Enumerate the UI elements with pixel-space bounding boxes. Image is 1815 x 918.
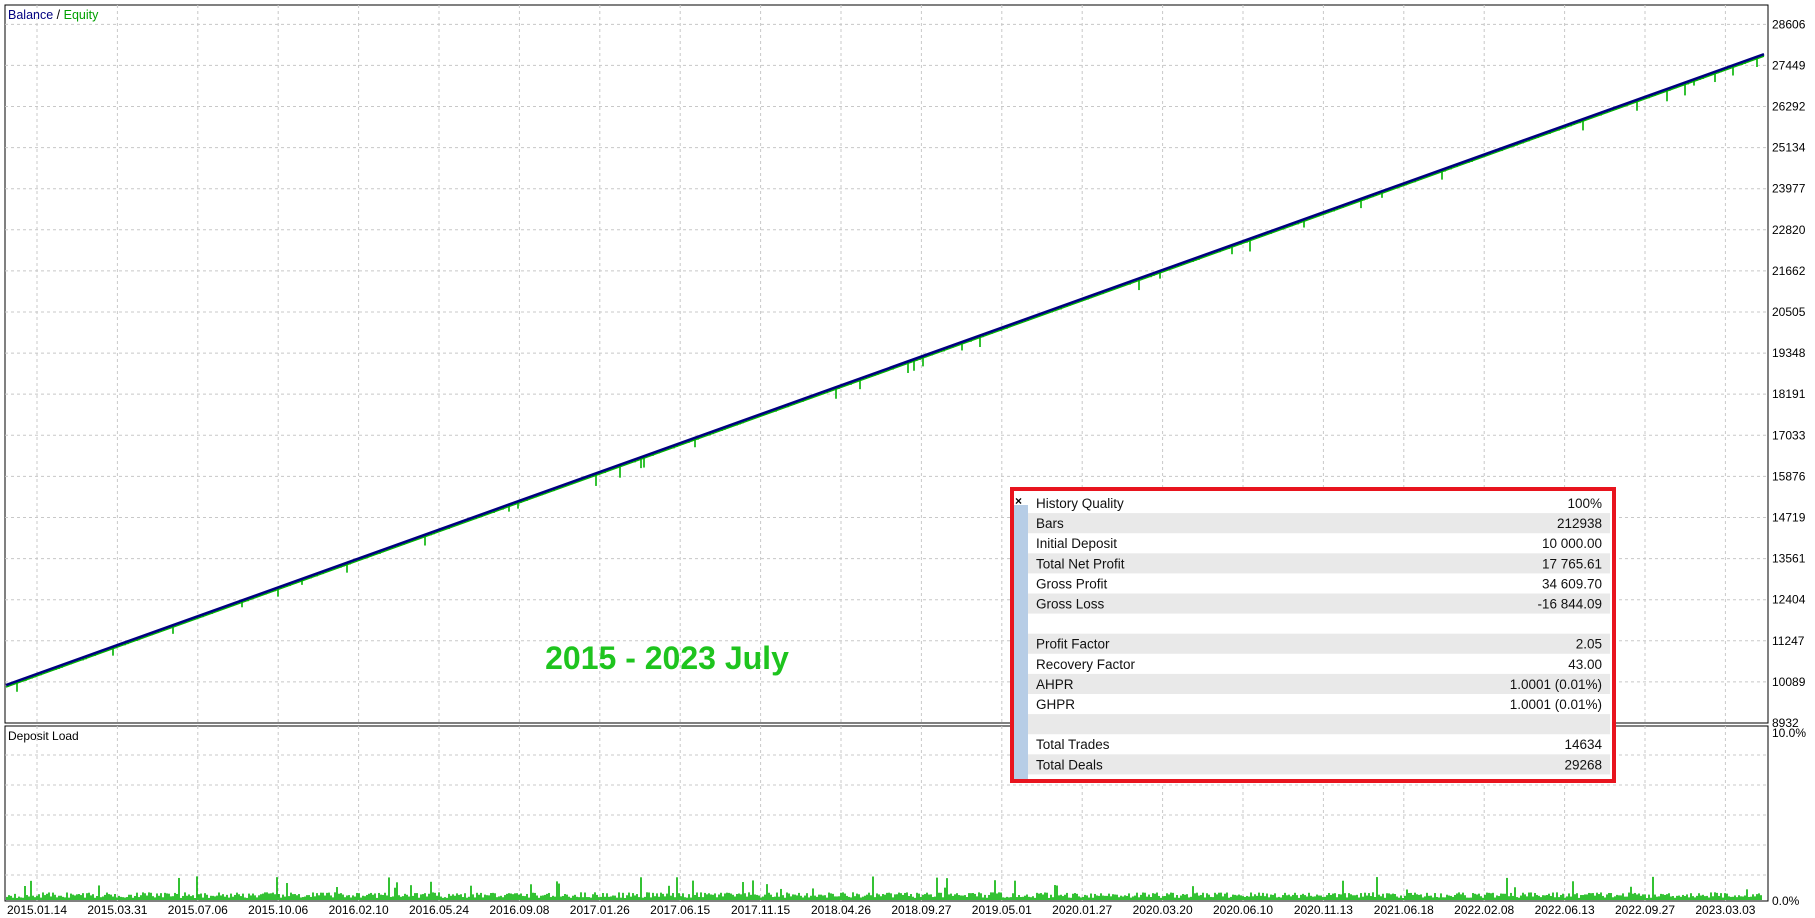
balance-y-tick-label: 19348 — [1772, 346, 1806, 360]
x-tick-label: 2022.09.27 — [1615, 903, 1675, 917]
balance-y-tick-label: 17033 — [1772, 428, 1806, 442]
close-icon[interactable]: × — [1015, 494, 1022, 508]
balance-y-tick-label: 23977 — [1772, 182, 1806, 196]
x-tick-label: 2015.10.06 — [248, 903, 308, 917]
x-tick-label: 2018.09.27 — [891, 903, 951, 917]
legend-equity: Equity — [64, 8, 99, 22]
deposit-load-tick-min: 0.0% — [1772, 894, 1800, 908]
balance-y-axis: 28606 27449 26292 25134 23977 22820 21662 20505… — [1772, 17, 1806, 730]
x-tick-label: 2015.07.06 — [168, 903, 228, 917]
stats-row-value: 10 000.00 — [1542, 536, 1602, 551]
legend-separator: / — [53, 8, 63, 22]
stats-row-value: 1.0001 (0.01%) — [1510, 697, 1602, 712]
stats-row-label: Profit Factor — [1036, 637, 1110, 652]
x-tick-label: 2015.03.31 — [87, 903, 147, 917]
x-tick-label: 2022.06.13 — [1535, 903, 1595, 917]
balance-y-tick-label: 15876 — [1772, 469, 1806, 483]
balance-y-tick-label: 22820 — [1772, 223, 1806, 237]
x-tick-label: 2021.06.18 — [1374, 903, 1434, 917]
stats-row-label: Recovery Factor — [1036, 657, 1136, 672]
stats-row-value: 43.00 — [1568, 657, 1602, 672]
x-tick-label: 2020.03.20 — [1133, 903, 1193, 917]
stats-table: History Quality 100% Bars 212938 Initial Dep… — [1028, 496, 1610, 775]
x-tick-label: 2018.04.26 — [811, 903, 871, 917]
x-tick-label: 2015.01.14 — [7, 903, 67, 917]
balance-y-tick-label: 25134 — [1772, 141, 1806, 155]
x-tick-label: 2017.11.15 — [731, 903, 790, 917]
legend: Balance / Equity — [8, 8, 99, 22]
x-tick-label: 2020.06.10 — [1213, 903, 1273, 917]
balance-y-tick-label: 11247 — [1772, 634, 1805, 648]
stats-row-label: Bars — [1036, 516, 1064, 531]
x-tick-label: 2016.02.10 — [329, 903, 389, 917]
deposit-load-tick-max: 10.0% — [1772, 726, 1806, 740]
balance-y-tick-label: 13561 — [1772, 552, 1806, 566]
stats-row-value: 212938 — [1557, 516, 1602, 531]
x-tick-label: 2023.03.03 — [1695, 903, 1755, 917]
balance-series-line — [5, 52, 1765, 687]
balance-y-tick-label: 26292 — [1772, 99, 1806, 113]
stats-row-label: Total Deals — [1036, 757, 1103, 772]
deposit-load-bars — [6, 876, 1762, 900]
stats-row-label: GHPR — [1036, 697, 1075, 712]
stats-row-band — [1028, 633, 1610, 654]
stats-row-value: -16 844.09 — [1537, 597, 1602, 612]
stats-row-value: 1.0001 (0.01%) — [1510, 677, 1602, 692]
x-tick-label: 2017.06.15 — [650, 903, 710, 917]
legend-balance: Balance — [8, 8, 53, 22]
x-tick-label: 2016.09.08 — [489, 903, 549, 917]
stats-row-value: 100% — [1567, 496, 1602, 511]
balance-y-tick-label: 8932 — [1772, 716, 1799, 730]
stats-row-value: 34 609.70 — [1542, 576, 1602, 591]
x-tick-label: 2016.05.24 — [409, 903, 469, 917]
stats-row-band — [1028, 754, 1610, 775]
stats-row-band — [1028, 593, 1610, 614]
balance-y-tick-label: 28606 — [1772, 17, 1806, 31]
stats-row-label: Gross Loss — [1036, 597, 1105, 612]
balance-y-tick-label: 20505 — [1772, 305, 1806, 319]
stats-row-value: 14634 — [1564, 737, 1602, 752]
stats-sidebar — [1014, 505, 1028, 779]
stats-row-value: 2.05 — [1576, 637, 1602, 652]
stats-row-value: 29268 — [1564, 757, 1602, 772]
stats-row-band — [1028, 513, 1610, 534]
stats-row-value: 17 765.61 — [1542, 556, 1602, 571]
stats-row-label: Total Trades — [1036, 737, 1110, 752]
stats-row-label: Total Net Profit — [1036, 556, 1125, 571]
x-tick-label: 2020.01.27 — [1052, 903, 1112, 917]
stats-row-label: Initial Deposit — [1036, 536, 1117, 551]
balance-y-tick-label: 27449 — [1772, 58, 1806, 72]
stats-row-band — [1028, 673, 1610, 694]
lower-gridlines — [5, 726, 1768, 901]
stats-row-label: History Quality — [1036, 496, 1124, 511]
x-tick-label: 2019.05.01 — [972, 903, 1032, 917]
date-x-axis: 2015.01.14 2015.03.31 2015.07.06 2015.10.06… — [7, 903, 1756, 917]
stats-row-label: Gross Profit — [1036, 576, 1108, 591]
period-annotation: 2015 - 2023 July — [545, 640, 789, 676]
stats-row-label: AHPR — [1036, 677, 1074, 692]
balance-y-tick-label: 21662 — [1772, 264, 1806, 278]
deposit-load-title: Deposit Load — [8, 729, 79, 743]
balance-y-tick-label: 14719 — [1772, 510, 1806, 524]
balance-y-tick-label: 10089 — [1772, 675, 1806, 689]
balance-y-tick-label: 12404 — [1772, 593, 1806, 607]
balance-y-tick-label: 18191 — [1772, 387, 1806, 401]
stats-panel: × History Quality 100% Bars 212938 Initial D… — [1010, 487, 1616, 783]
stats-row-band — [1028, 714, 1610, 735]
x-tick-label: 2020.11.13 — [1294, 903, 1353, 917]
equity-line — [5, 55, 1765, 688]
x-tick-label: 2017.01.26 — [570, 903, 630, 917]
x-tick-label: 2022.02.08 — [1454, 903, 1514, 917]
stats-row-band — [1028, 553, 1610, 574]
